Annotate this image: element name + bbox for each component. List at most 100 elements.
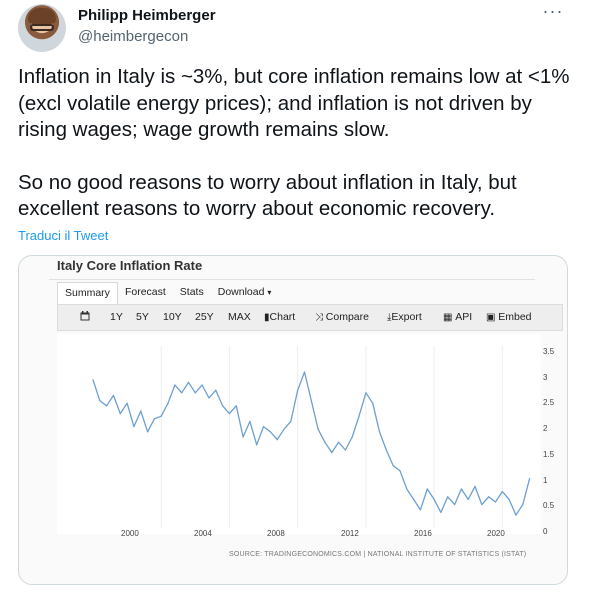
y-tick-0.5: 0.5: [543, 501, 555, 510]
range-10y-button[interactable]: 10Y: [163, 311, 182, 323]
data-point: [324, 441, 326, 443]
tab-stats[interactable]: Stats: [173, 282, 211, 304]
data-point: [181, 392, 183, 394]
data-point: [406, 488, 408, 490]
author-handle[interactable]: @heimbergecon: [78, 28, 189, 45]
grid-icon: ▦: [443, 312, 456, 323]
avatar-hair: [28, 8, 56, 24]
data-point: [385, 449, 387, 451]
calendar-icon[interactable]: [80, 311, 90, 324]
data-point: [133, 426, 135, 428]
data-point: [290, 420, 292, 422]
range-1y-button[interactable]: 1Y: [110, 311, 123, 323]
y-tick-0: 0: [543, 527, 548, 536]
data-point: [488, 496, 490, 498]
y-tick-1.5: 1.5: [543, 450, 555, 459]
data-point: [112, 394, 115, 396]
tweet-text: Inflation in Italy is ~3%, but core infl…: [18, 64, 583, 223]
data-point: [447, 496, 449, 498]
title-divider: [49, 279, 535, 280]
y-tick-3: 3: [543, 373, 548, 382]
data-point: [276, 439, 278, 441]
data-point: [310, 400, 312, 402]
x-tick-2020: 2020: [487, 529, 505, 538]
data-point: [508, 498, 510, 500]
data-point: [167, 402, 169, 404]
embed-button[interactable]: ▣ Embed: [486, 311, 532, 323]
data-point: [522, 504, 524, 506]
data-point: [426, 488, 428, 490]
data-point: [392, 465, 394, 467]
range-max-button[interactable]: MAX: [228, 311, 251, 323]
data-point: [99, 400, 101, 402]
data-point: [344, 449, 346, 451]
tweet-paragraph-1: Inflation in Italy is ~3%, but core infl…: [18, 65, 570, 141]
data-point: [494, 501, 497, 503]
x-tick-2012: 2012: [341, 529, 359, 538]
data-point: [256, 444, 258, 446]
data-point: [208, 397, 210, 399]
y-tick-1: 1: [543, 476, 548, 485]
author-name[interactable]: Philipp Heimberger: [78, 7, 216, 24]
bar-chart-icon: ▮: [264, 312, 270, 323]
tweet-paragraph-2: So no good reasons to worry about inflat…: [18, 170, 517, 221]
tab-download[interactable]: Download ▾: [211, 282, 279, 304]
data-point: [106, 405, 108, 407]
range-25y-button[interactable]: 25Y: [195, 311, 214, 323]
chart-image-card[interactable]: Italy Core Inflation Rate Summary Foreca…: [18, 255, 568, 585]
data-point: [297, 389, 299, 391]
more-options-icon[interactable]: ···: [542, 1, 564, 21]
data-point: [140, 410, 142, 412]
data-point: [126, 402, 128, 404]
tab-forecast-label: Forecast: [124, 286, 166, 298]
translate-tweet-link[interactable]: Traduci il Tweet: [18, 228, 109, 243]
tab-stats-label: Stats: [179, 286, 204, 298]
api-label: API: [455, 311, 473, 323]
chart-tabs: Summary Forecast Stats Download ▾: [57, 282, 278, 304]
data-point: [358, 415, 360, 417]
tab-forecast[interactable]: Forecast: [118, 282, 173, 304]
data-point: [529, 478, 531, 480]
data-point: [262, 426, 265, 428]
data-point: [338, 441, 340, 443]
data-point: [153, 418, 155, 420]
data-point: [160, 415, 162, 417]
data-point: [215, 389, 217, 391]
data-point: [419, 509, 421, 511]
avatar[interactable]: [18, 4, 66, 52]
data-point: [147, 431, 149, 433]
plot-area: [57, 334, 541, 534]
data-point: [501, 491, 503, 493]
data-point: [235, 405, 237, 407]
chart-type-label: Chart: [269, 311, 296, 323]
data-point: [228, 413, 230, 415]
api-button[interactable]: ▦ API: [443, 311, 472, 323]
x-tick-2008: 2008: [267, 529, 285, 538]
data-point: [283, 428, 285, 430]
core-inflation-series-line: [92, 371, 531, 516]
tab-summary[interactable]: Summary: [57, 282, 118, 304]
data-point: [249, 420, 251, 422]
compare-label: Compare: [325, 311, 369, 323]
download-icon: ⤓: [387, 312, 392, 323]
export-button[interactable]: ⤓Export: [387, 311, 422, 323]
data-point: [460, 488, 462, 490]
compare-button[interactable]: ⤨ Compare: [315, 311, 369, 323]
range-5y-button[interactable]: 5Y: [136, 311, 149, 323]
data-point: [378, 431, 381, 433]
line-chart: [92, 346, 531, 528]
embed-label: Embed: [498, 311, 532, 323]
shuffle-icon: ⤨: [315, 312, 326, 323]
y-tick-3.5: 3.5: [543, 347, 555, 356]
avatar-glasses: [30, 24, 54, 31]
data-point: [269, 431, 271, 433]
data-point: [187, 381, 190, 383]
data-point: [440, 511, 442, 513]
data-point: [372, 402, 374, 404]
chart-type-button[interactable]: ▮Chart: [264, 311, 295, 323]
chart-card-title: Italy Core Inflation Rate: [57, 258, 203, 273]
data-point: [515, 514, 517, 516]
data-point: [317, 428, 319, 430]
data-point: [331, 452, 333, 454]
data-point: [201, 384, 203, 386]
